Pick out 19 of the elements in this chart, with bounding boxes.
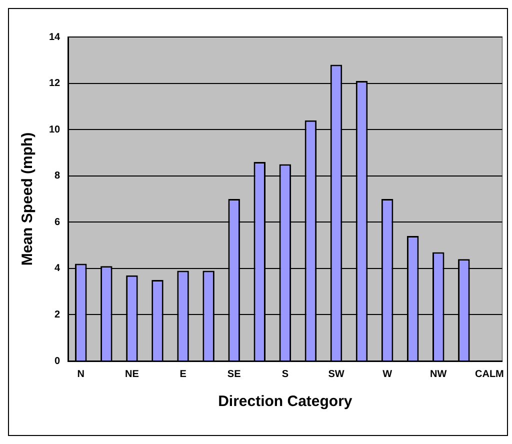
y-tick-label: 8	[54, 170, 61, 182]
y-tick-label: 14	[49, 32, 61, 43]
y-tick-label: 10	[49, 124, 61, 136]
y-tick-label: 12	[49, 78, 61, 90]
y-axis-title: Mean Speed (mph)	[19, 132, 36, 266]
x-tick-label: SW	[328, 368, 345, 380]
x-tick-label: SE	[227, 368, 242, 380]
x-tick-label: NW	[430, 368, 448, 380]
x-tick-label: N	[77, 368, 85, 380]
x-tick-label: CALM	[474, 368, 504, 380]
x-tick-label: W	[382, 368, 393, 380]
y-tick-label: 2	[54, 309, 61, 320]
y-tick-label: 4	[54, 263, 61, 274]
x-tick-label: S	[282, 368, 289, 380]
x-axis-title: Direction Category	[218, 393, 353, 410]
y-tick-label: 0	[54, 356, 61, 367]
x-tick-label: NE	[125, 368, 140, 380]
x-tick-label: E	[180, 368, 187, 380]
y-tick-label: 6	[54, 216, 61, 228]
